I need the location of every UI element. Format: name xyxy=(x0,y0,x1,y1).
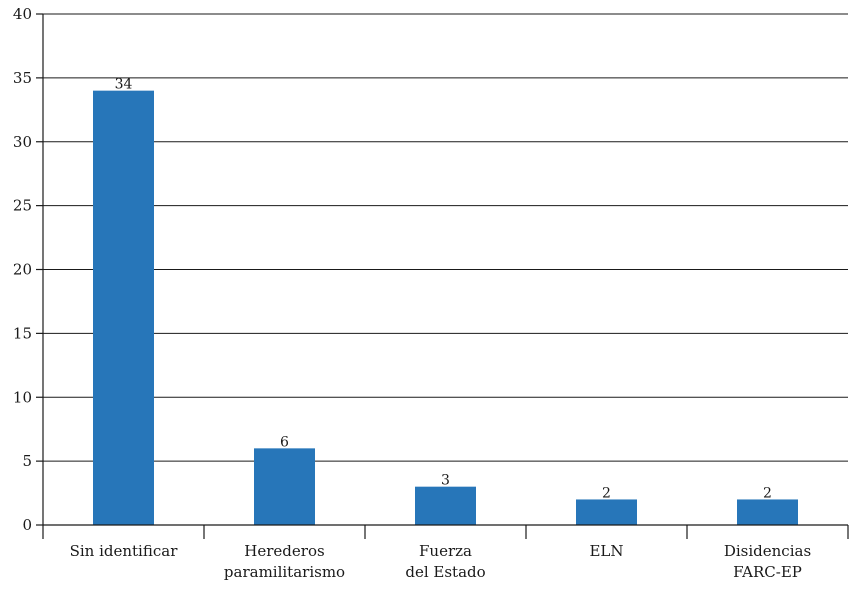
y-tick-label: 35 xyxy=(13,69,32,87)
bar xyxy=(415,486,476,525)
category-label: FARC-EP xyxy=(733,563,802,581)
category-label: ELN xyxy=(589,542,623,560)
bar xyxy=(93,90,154,526)
bar xyxy=(254,448,315,525)
category-label: Herederos xyxy=(244,542,324,560)
data-label: 2 xyxy=(763,485,772,501)
data-label: 3 xyxy=(441,473,450,489)
category-label: paramilitarismo xyxy=(224,563,345,581)
data-label: 34 xyxy=(115,77,133,93)
y-tick-label: 20 xyxy=(13,261,32,279)
labels: 0 5 10 15 20 25 30 35 40 34 Sin identificar 6 Herede… xyxy=(13,5,811,581)
category-label: Sin identificar xyxy=(70,542,179,560)
bar xyxy=(737,499,798,525)
bars xyxy=(93,90,798,526)
y-tick-label: 15 xyxy=(13,324,32,342)
category-label: Disidencias xyxy=(724,542,811,560)
y-tick-label: 10 xyxy=(13,388,32,406)
axes xyxy=(36,13,849,539)
y-tick-label: 25 xyxy=(13,197,32,215)
category-label: del Estado xyxy=(405,563,485,581)
y-tick-label: 5 xyxy=(22,452,32,470)
y-tick-label: 0 xyxy=(22,516,32,534)
y-tick-label: 40 xyxy=(13,5,32,23)
gridlines xyxy=(43,13,848,462)
data-label: 6 xyxy=(280,434,289,450)
data-label: 2 xyxy=(602,485,611,501)
category-label: Fuerza xyxy=(419,542,472,560)
bar xyxy=(576,499,637,525)
y-tick-label: 30 xyxy=(13,133,32,151)
